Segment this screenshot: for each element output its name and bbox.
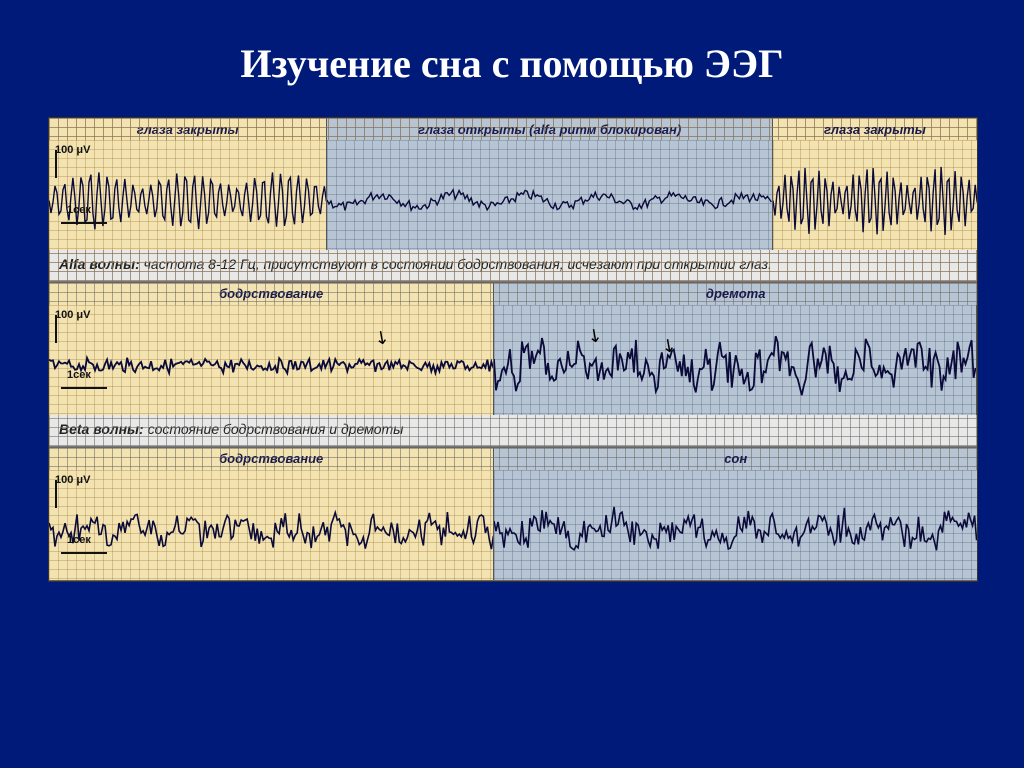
waveform-segment xyxy=(494,305,977,415)
state-label: сон xyxy=(494,448,977,470)
waveform-segment: 100 μV1сек xyxy=(49,470,494,580)
state-row: бодрствованиесон xyxy=(49,448,977,470)
eeg-panel: бодрствованиесон100 μV1сек xyxy=(49,448,977,581)
waveform-svg xyxy=(773,140,977,250)
state-row: бодрствованиедремота xyxy=(49,283,977,305)
waveform-segment xyxy=(494,470,977,580)
eeg-chart-area: глаза закрытыглаза открыты (alfa ритм бл… xyxy=(48,117,978,582)
waveform-segment xyxy=(327,140,772,250)
panel-caption: Alfa волны: частота 8-12 Гц, присутствую… xyxy=(49,250,977,282)
waveform-row: 100 μV1сек xyxy=(49,140,977,250)
waveform-row: 100 μV1сек↘↘↘ xyxy=(49,305,977,415)
waveform-segment: 100 μV1сек xyxy=(49,305,494,415)
eeg-panel: бодрствованиедремота100 μV1сек↘↘↘Beta во… xyxy=(49,283,977,448)
slide-title: Изучение сна с помощью ЭЭГ xyxy=(0,0,1024,117)
state-label: глаза закрыты xyxy=(773,118,977,140)
waveform-svg xyxy=(49,305,493,415)
waveform-svg xyxy=(494,470,977,580)
waveform-svg xyxy=(494,305,976,415)
waveform-svg xyxy=(327,140,771,250)
state-label: бодрствование xyxy=(49,448,494,470)
eeg-panel: глаза закрытыглаза открыты (alfa ритм бл… xyxy=(49,118,977,283)
waveform-svg xyxy=(49,140,326,250)
panel-caption: Beta волны: состояние бодрствования и др… xyxy=(49,415,977,447)
waveform-svg xyxy=(49,470,493,580)
state-label: глаза открыты (alfa ритм блокирован) xyxy=(327,118,772,140)
waveform-row: 100 μV1сек xyxy=(49,470,977,580)
state-label: дремота xyxy=(494,283,977,305)
slide: Изучение сна с помощью ЭЭГ глаза закрыты… xyxy=(0,0,1024,768)
state-label: бодрствование xyxy=(49,283,494,305)
state-label: глаза закрыты xyxy=(49,118,327,140)
waveform-segment xyxy=(773,140,977,250)
state-row: глаза закрытыглаза открыты (alfa ритм бл… xyxy=(49,118,977,140)
waveform-segment: 100 μV1сек xyxy=(49,140,327,250)
